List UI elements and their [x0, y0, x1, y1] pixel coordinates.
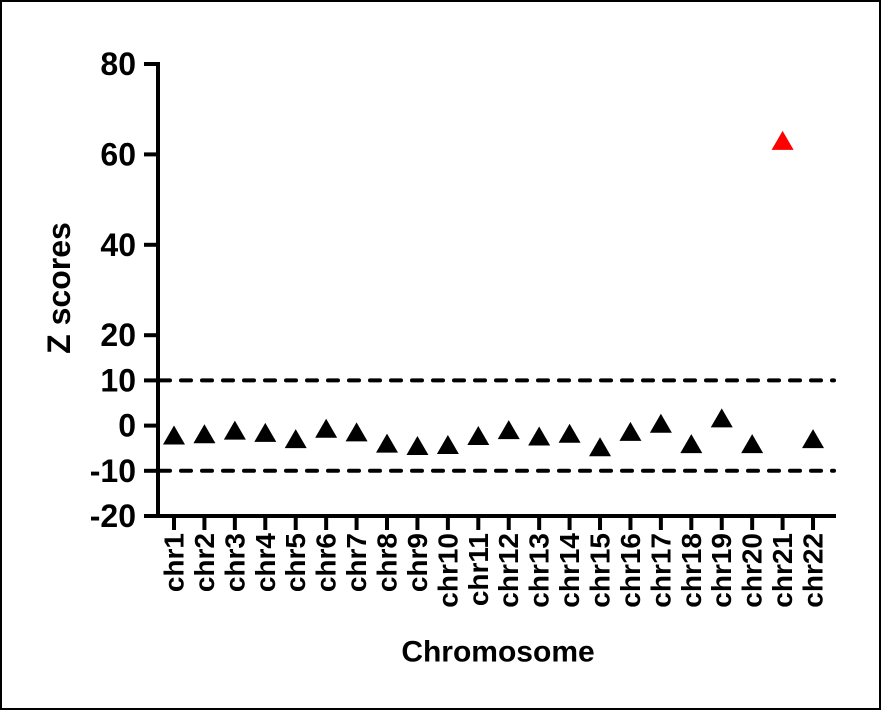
x-tick-label: chr18 — [676, 533, 707, 608]
data-point-chr15 — [589, 437, 612, 457]
data-point-chr19 — [710, 408, 733, 428]
y-tick-label: 40 — [100, 227, 136, 263]
x-tick-label: chr4 — [250, 533, 281, 593]
x-tick-label: chr6 — [311, 533, 342, 592]
data-point-chr10 — [436, 435, 459, 455]
x-tick-label: chr21 — [767, 533, 798, 608]
data-point-chr2 — [193, 424, 216, 444]
data-point-chr7 — [345, 422, 368, 442]
y-tick-label: -20 — [90, 498, 136, 534]
y-tick-label: -10 — [90, 453, 136, 489]
x-tick-label: chr14 — [554, 533, 585, 608]
x-tick-label: chr13 — [524, 533, 555, 608]
x-tick-label: chr1 — [159, 533, 190, 592]
data-point-chr13 — [528, 426, 551, 446]
data-point-chr1 — [163, 425, 185, 445]
data-point-chr16 — [619, 421, 642, 441]
data-point-chr9 — [406, 435, 429, 455]
x-tick-label: chr8 — [372, 533, 403, 592]
data-point-chr20 — [741, 434, 764, 454]
x-tick-label: chr16 — [615, 533, 646, 608]
x-tick-label: chr3 — [219, 533, 250, 592]
x-tick-label: chr19 — [706, 533, 737, 608]
y-tick-label: 10 — [100, 362, 136, 398]
data-point-chr18 — [680, 434, 703, 454]
data-point-chr11 — [467, 425, 490, 445]
x-tick-label: chr5 — [280, 533, 311, 592]
y-tick-label: 20 — [100, 317, 136, 353]
data-point-chr8 — [376, 433, 399, 453]
data-point-chr12 — [497, 420, 520, 440]
data-point-chr14 — [558, 423, 581, 443]
x-tick-label: chr11 — [463, 533, 494, 606]
y-axis-title: Z scores — [41, 222, 77, 354]
data-point-chr21 — [771, 130, 794, 150]
x-tick-label: chr10 — [432, 533, 463, 608]
data-point-chr4 — [254, 422, 277, 442]
data-point-chr17 — [649, 413, 672, 433]
y-tick-label: 0 — [118, 408, 136, 444]
y-tick-label: 60 — [100, 136, 136, 172]
x-tick-label: chr9 — [402, 533, 433, 592]
x-tick-label: chr2 — [189, 533, 220, 592]
x-axis-title: Chromosome — [401, 636, 594, 669]
data-point-chr22 — [802, 429, 825, 449]
x-tick-label: chr12 — [493, 533, 524, 608]
x-tick-label: chr20 — [737, 533, 768, 608]
x-tick-label: chr7 — [341, 533, 372, 592]
data-point-chr5 — [284, 429, 307, 449]
x-tick-label: chr22 — [798, 533, 829, 608]
data-point-chr6 — [315, 418, 338, 438]
x-tick-label: chr17 — [645, 533, 676, 608]
x-tick-label: chr15 — [585, 533, 616, 608]
y-tick-label: 80 — [100, 46, 136, 82]
data-point-chr3 — [223, 420, 246, 440]
